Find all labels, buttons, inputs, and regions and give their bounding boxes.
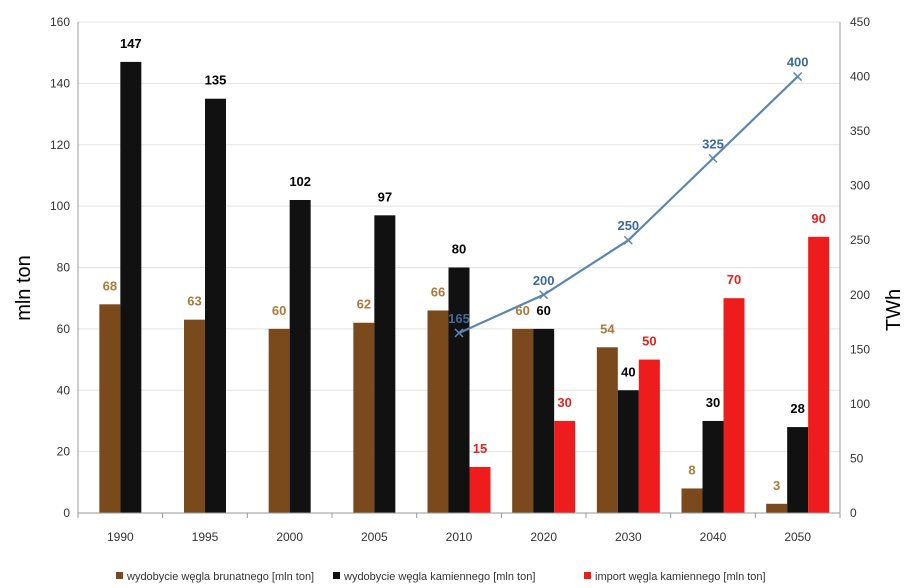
y-tick-label: 100: [50, 199, 70, 213]
x-tick-label: 2005: [361, 530, 388, 544]
y-tick-label: 120: [50, 138, 70, 152]
bar-data-label: 3: [773, 478, 780, 493]
legend-swatch: [333, 572, 340, 579]
bar-data-label: 50: [642, 334, 656, 349]
x-tick-label: 1995: [192, 530, 219, 544]
y2-tick-label: 50: [850, 451, 864, 465]
bar: [448, 267, 470, 513]
y2-tick-label: 250: [850, 233, 870, 247]
bar: [512, 328, 534, 513]
legend-swatch: [584, 572, 591, 579]
y2-tick-label: 300: [850, 179, 870, 193]
x-tick-label: 2040: [700, 530, 727, 544]
line-point-marker: [454, 328, 464, 338]
bar: [766, 503, 788, 513]
bar-data-label: 8: [688, 462, 695, 477]
y-tick-label: 0: [63, 506, 70, 520]
bar: [205, 98, 226, 513]
legend-label: import węgla kamiennego [mln ton]: [595, 571, 766, 583]
bar-data-label: 68: [103, 278, 117, 293]
axes: 0204060801001201401600501001502002503003…: [50, 15, 870, 544]
bar-data-label: 60: [515, 303, 529, 318]
bar: [353, 322, 375, 513]
bar-data-label: 60: [536, 303, 550, 318]
bar: [681, 488, 703, 513]
bar-data-label: 135: [205, 73, 227, 88]
bar: [184, 319, 205, 513]
x-tick-label: 2020: [530, 530, 557, 544]
x-tick-label: 2000: [276, 530, 303, 544]
y2-tick-label: 400: [850, 70, 870, 84]
y2-tick-label: 350: [850, 124, 870, 138]
line-path: [458, 75, 799, 334]
bar: [702, 420, 724, 513]
line-data-label: 250: [617, 218, 639, 233]
legend-swatch: [116, 572, 123, 579]
bar: [638, 359, 660, 513]
line-series: [454, 72, 803, 338]
bar: [596, 347, 618, 513]
line-point-marker: [623, 235, 633, 245]
bar: [99, 304, 121, 513]
bar-data-label: 97: [378, 189, 392, 204]
y-tick-label: 160: [50, 15, 70, 29]
x-tick-label: 2050: [784, 530, 811, 544]
bar-data-label: 40: [621, 364, 635, 379]
bar: [120, 61, 142, 514]
bar: [289, 199, 311, 514]
bar: [723, 298, 745, 513]
bar: [268, 328, 290, 513]
bar-data-label: 30: [706, 395, 720, 410]
bar: [533, 328, 555, 513]
bar-data-label: 30: [557, 395, 571, 410]
bar-data-label: 90: [811, 211, 825, 226]
y-tick-label: 140: [50, 76, 70, 90]
bar: [787, 427, 809, 513]
bar: [808, 236, 830, 513]
bar-data-label: 28: [790, 401, 804, 416]
legend-label: wydobycie węgla kamiennego [mln ton]: [343, 571, 535, 583]
bar-data-label: 102: [289, 174, 311, 189]
y-tick-label: 60: [57, 322, 71, 336]
legend-label: wydobycie węgla brunatnego [mln ton]: [126, 571, 314, 583]
line-point-marker: [539, 290, 549, 300]
legend: wydobycie węgla brunatnego [mln ton] wydo…: [116, 571, 766, 583]
line-point-marker: [793, 72, 803, 82]
bar: [374, 215, 396, 514]
data-labels: 68 147 63 135 60 102 62 97 66 80 15 60 60 30 54 40 50 8 30…: [103, 36, 826, 493]
bar-data-label: 63: [187, 294, 201, 309]
y2-tick-label: 150: [850, 342, 870, 356]
y-axis-title: mln ton: [13, 255, 35, 321]
bar-data-label: 15: [473, 441, 487, 456]
y2-tick-label: 100: [850, 397, 870, 411]
bar: [469, 466, 491, 513]
line-data-label: 325: [702, 136, 724, 151]
line-data-label: 165: [448, 311, 470, 326]
bar: [427, 310, 449, 513]
bar-data-label: 60: [272, 303, 286, 318]
bar-series: [99, 61, 830, 514]
x-tick-label: 2030: [615, 530, 642, 544]
y2-tick-label: 0: [850, 506, 857, 520]
y2-tick-label: 200: [850, 288, 870, 302]
bar-data-label: 62: [357, 297, 371, 312]
bar-data-label: 70: [727, 272, 741, 287]
line-data-label: 200: [533, 273, 555, 288]
x-tick-label: 2010: [446, 530, 473, 544]
bar-data-label: 66: [431, 284, 445, 299]
bar: [554, 420, 576, 513]
bar-data-label: 80: [452, 242, 466, 257]
line-point-marker: [708, 153, 718, 163]
line-data-label: 400: [787, 55, 809, 70]
y-tick-label: 80: [57, 261, 71, 275]
x-tick-label: 1990: [107, 530, 134, 544]
y2-tick-label: 450: [850, 15, 870, 29]
y-tick-label: 40: [57, 383, 71, 397]
y2-axis-title: TWh: [883, 289, 905, 331]
y-tick-label: 20: [57, 445, 71, 459]
bar-data-label: 147: [120, 36, 142, 51]
bar: [617, 390, 639, 513]
bar-data-label: 54: [600, 321, 615, 336]
